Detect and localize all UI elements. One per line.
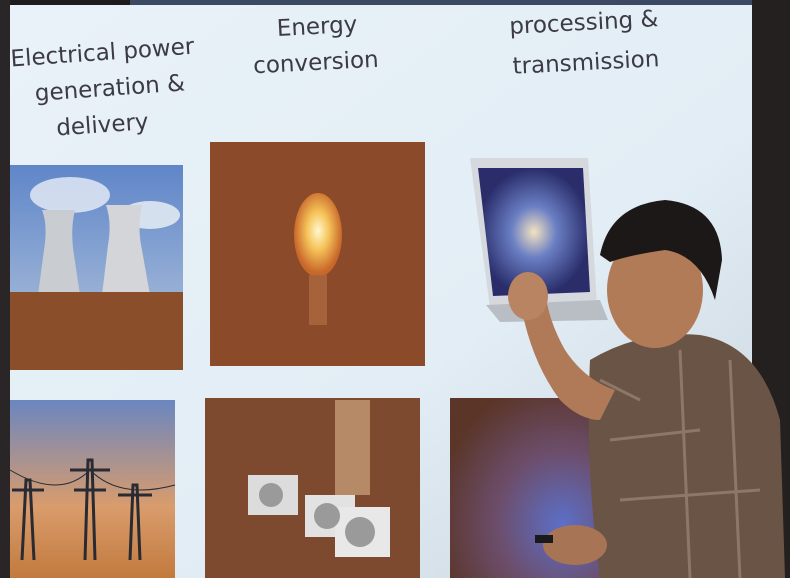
cloud [30, 177, 110, 213]
bulb [294, 193, 342, 277]
left-edge [0, 0, 10, 578]
cooling-towers-image [10, 165, 183, 370]
ground [10, 292, 183, 370]
hand [508, 272, 548, 320]
shirt [589, 334, 785, 578]
ac-units-image [205, 398, 420, 578]
light-bulb-image [210, 142, 425, 366]
power-lines-image [10, 400, 175, 578]
bulb-base [309, 275, 327, 325]
clicker [535, 535, 553, 543]
photo: Electrical power generation & delivery E… [0, 0, 790, 578]
lower-hand [543, 525, 607, 565]
fan [314, 503, 340, 529]
heading-line: Energy [276, 12, 358, 42]
window [335, 400, 370, 495]
fan [345, 517, 375, 547]
fan [259, 483, 283, 507]
